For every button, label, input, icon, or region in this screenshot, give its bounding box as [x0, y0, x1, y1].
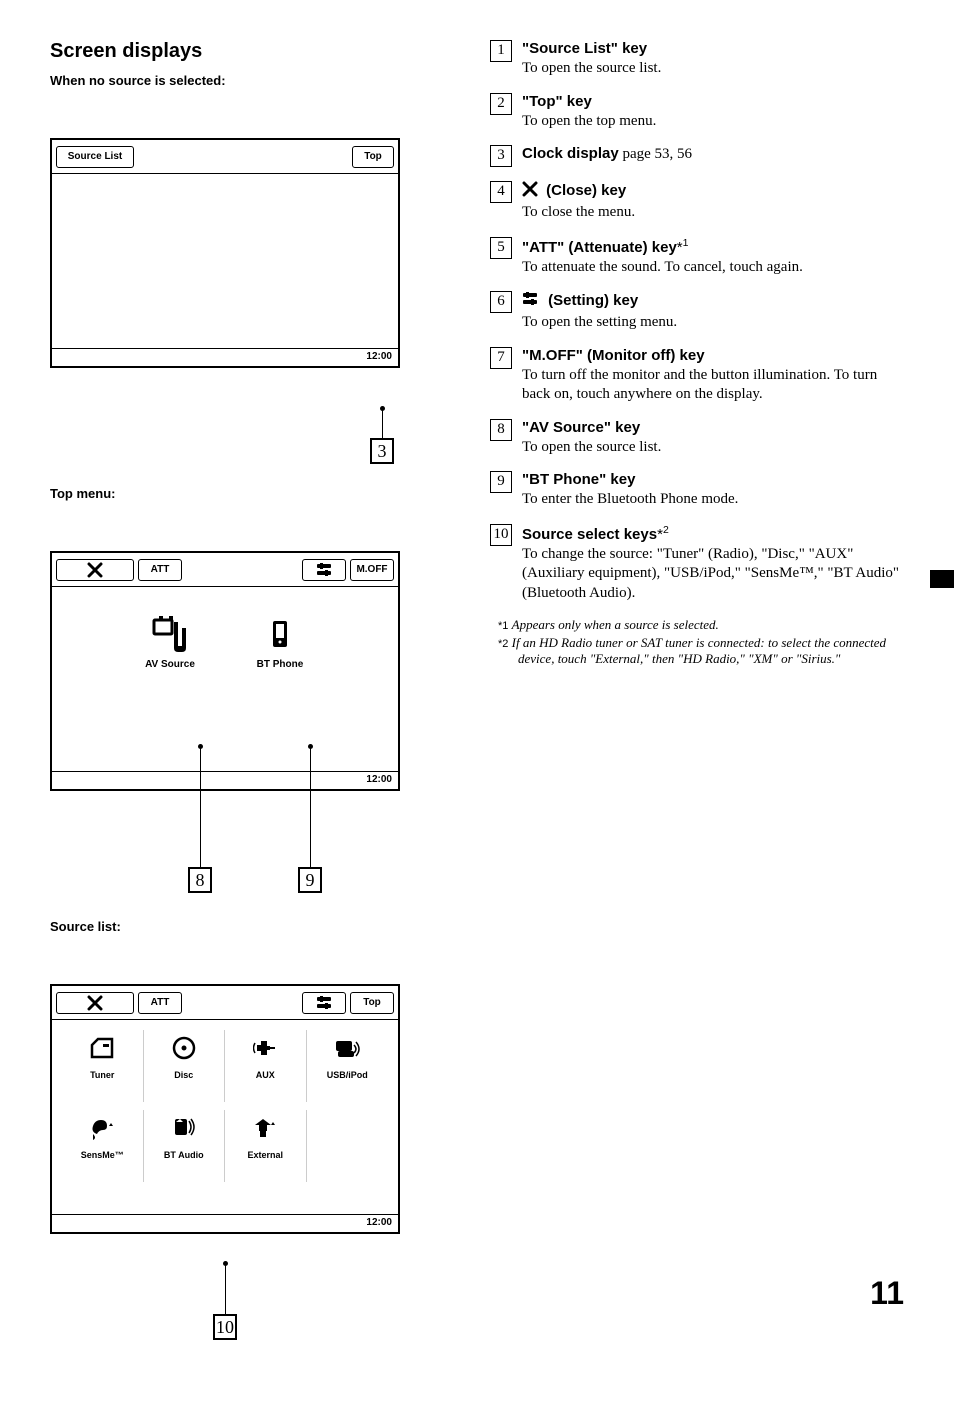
ref-title: Source select keys*2	[522, 524, 904, 543]
ref-num: 3	[490, 145, 512, 167]
ref-item-8: 8 "AV Source" key To open the source list.	[490, 419, 904, 458]
external-cell[interactable]: External	[225, 1110, 307, 1182]
sublabel-2: Top menu:	[50, 486, 450, 501]
ref-item-1: 1 "Source List" key To open the source lis…	[490, 40, 904, 79]
aux-cell[interactable]: AUX	[225, 1030, 307, 1102]
aux-icon	[245, 1030, 285, 1066]
ref-desc: To change the source: "Tuner" (Radio), "…	[522, 545, 904, 604]
ref-title: (Close) key	[522, 181, 904, 201]
ref-title: (Setting) key	[522, 291, 904, 311]
usb-icon	[327, 1030, 367, 1066]
external-icon	[245, 1110, 285, 1146]
btaudio-cell[interactable]: BT Audio	[144, 1110, 226, 1182]
clock-display-2: 12:00	[52, 771, 398, 789]
callout-10: 10	[213, 1314, 237, 1340]
close-button[interactable]	[56, 559, 134, 581]
ref-item-6: 6 (Setting) keyTo open the setting menu.	[490, 291, 904, 333]
clock-display: 12:00	[52, 348, 398, 366]
callout-8: 8	[188, 867, 212, 893]
top-button[interactable]: Top	[352, 146, 394, 168]
clock-display-3: 12:00	[52, 1214, 398, 1232]
ref-item-7: 7 "M.OFF" (Monitor off) key To turn off th…	[490, 347, 904, 405]
ref-item-9: 9 "BT Phone" key To enter the Bluetooth Ph…	[490, 471, 904, 510]
btaudio-icon	[164, 1110, 204, 1146]
ref-desc: To open the source list.	[522, 438, 904, 458]
disc-cell[interactable]: Disc	[144, 1030, 226, 1102]
ref-item-5: 5 "ATT" (Attenuate) key*1 To attenuate the…	[490, 237, 904, 278]
av-source-cell[interactable]: AV Source	[130, 615, 210, 670]
top-button-2[interactable]: Top	[350, 992, 394, 1014]
ref-desc: To turn off the monitor and the button i…	[522, 366, 904, 405]
sublabel-1: When no source is selected:	[50, 73, 450, 88]
close-button-2[interactable]	[56, 992, 134, 1014]
ref-num: 5	[490, 237, 512, 259]
page-number: 11	[870, 1275, 904, 1312]
ref-item-2: 2 "Top" key To open the top menu.	[490, 93, 904, 132]
source-list-button[interactable]: Source List	[56, 146, 134, 168]
disc-icon	[164, 1030, 204, 1066]
att-button[interactable]: ATT	[138, 559, 182, 581]
ref-title: "Source List" key	[522, 40, 904, 57]
ref-num: 10	[490, 524, 512, 546]
footnotes: *1 Appears only when a source is selecte…	[490, 617, 904, 667]
screen-top-menu: ATT M.OFF AV Source BT Phone	[50, 551, 400, 791]
ref-item-3: 3 Clock display page 53, 56	[490, 145, 904, 167]
reference-list: 1 "Source List" key To open the source lis…	[490, 40, 904, 1362]
ref-desc: To close the menu.	[522, 203, 904, 223]
bt-phone-cell[interactable]: BT Phone	[240, 615, 320, 670]
screen-source-list: ATT Top Tuner Disc	[50, 984, 400, 1234]
ref-desc: To open the top menu.	[522, 112, 904, 132]
diagram-top-menu: 4 5 6 7 ATT M.OFF	[50, 551, 450, 901]
ref-title: "AV Source" key	[522, 419, 904, 436]
ref-desc: To attenuate the sound. To cancel, touch…	[522, 258, 904, 278]
ref-num: 7	[490, 347, 512, 369]
tuner-cell[interactable]: Tuner	[62, 1030, 144, 1102]
ref-item-10: 10 Source select keys*2 To change the sour…	[490, 524, 904, 604]
ref-title: "BT Phone" key	[522, 471, 904, 488]
moff-button[interactable]: M.OFF	[350, 559, 394, 581]
setting-button[interactable]	[302, 559, 346, 581]
sensme-cell[interactable]: SensMe™	[62, 1110, 144, 1182]
usb-cell[interactable]: USB/iPod	[307, 1030, 389, 1102]
ref-num: 8	[490, 419, 512, 441]
ref-title: "Top" key	[522, 93, 904, 110]
tuner-icon	[82, 1030, 122, 1066]
ref-num: 9	[490, 471, 512, 493]
ref-desc: To open the setting menu.	[522, 313, 904, 333]
diagram-no-source: 1 2 Source List Top 12:00 3	[50, 138, 450, 468]
edge-tab	[930, 570, 954, 588]
sensme-icon	[82, 1110, 122, 1146]
ref-num: 4	[490, 181, 512, 203]
diagram-source-list: 4 5 6 2 ATT Top	[50, 984, 450, 1344]
ref-item-4: 4 (Close) keyTo close the menu.	[490, 181, 904, 223]
ref-num: 1	[490, 40, 512, 62]
bt-phone-icon	[260, 615, 300, 655]
ref-title: "M.OFF" (Monitor off) key	[522, 347, 904, 364]
ref-desc: To open the source list.	[522, 59, 904, 79]
av-source-icon	[150, 615, 190, 655]
ref-num: 6	[490, 291, 512, 313]
setting-button-2[interactable]	[302, 992, 346, 1014]
ref-title: Clock display page 53, 56	[522, 145, 904, 163]
att-button-2[interactable]: ATT	[138, 992, 182, 1014]
callout-9: 9	[298, 867, 322, 893]
ref-desc: To enter the Bluetooth Phone mode.	[522, 490, 904, 510]
ref-title: "ATT" (Attenuate) key*1	[522, 237, 904, 256]
callout-3: 3	[370, 438, 394, 464]
sublabel-3: Source list:	[50, 919, 450, 934]
screen-no-source: Source List Top 12:00	[50, 138, 400, 368]
ref-num: 2	[490, 93, 512, 115]
section-heading: Screen displays	[50, 40, 450, 63]
